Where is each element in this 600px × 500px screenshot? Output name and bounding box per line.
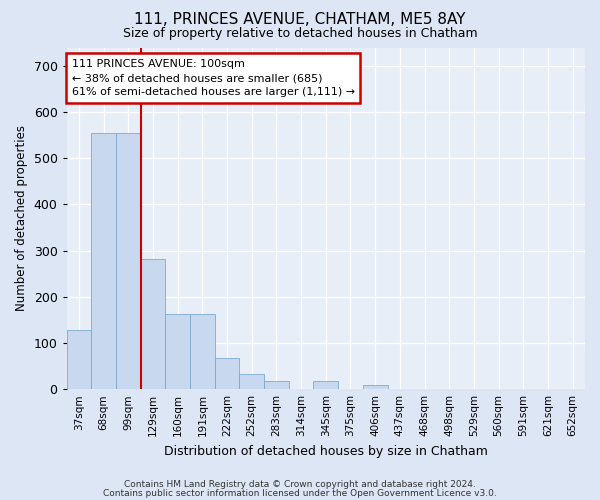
Bar	[239, 374, 264, 389]
Text: 111 PRINCES AVENUE: 100sqm
← 38% of detached houses are smaller (685)
61% of sem: 111 PRINCES AVENUE: 100sqm ← 38% of deta…	[71, 59, 355, 97]
Bar	[67, 330, 91, 389]
Bar	[190, 314, 215, 389]
Bar	[264, 381, 289, 389]
Text: Contains public sector information licensed under the Open Government Licence v3: Contains public sector information licen…	[103, 488, 497, 498]
Text: Contains HM Land Registry data © Crown copyright and database right 2024.: Contains HM Land Registry data © Crown c…	[124, 480, 476, 489]
Text: 111, PRINCES AVENUE, CHATHAM, ME5 8AY: 111, PRINCES AVENUE, CHATHAM, ME5 8AY	[134, 12, 466, 28]
Bar	[215, 358, 239, 389]
Bar	[363, 386, 388, 389]
Bar	[140, 258, 166, 389]
Y-axis label: Number of detached properties: Number of detached properties	[15, 126, 28, 312]
Bar	[166, 314, 190, 389]
Text: Size of property relative to detached houses in Chatham: Size of property relative to detached ho…	[122, 28, 478, 40]
Bar	[313, 381, 338, 389]
X-axis label: Distribution of detached houses by size in Chatham: Distribution of detached houses by size …	[164, 444, 488, 458]
Bar	[91, 133, 116, 389]
Bar	[116, 133, 140, 389]
